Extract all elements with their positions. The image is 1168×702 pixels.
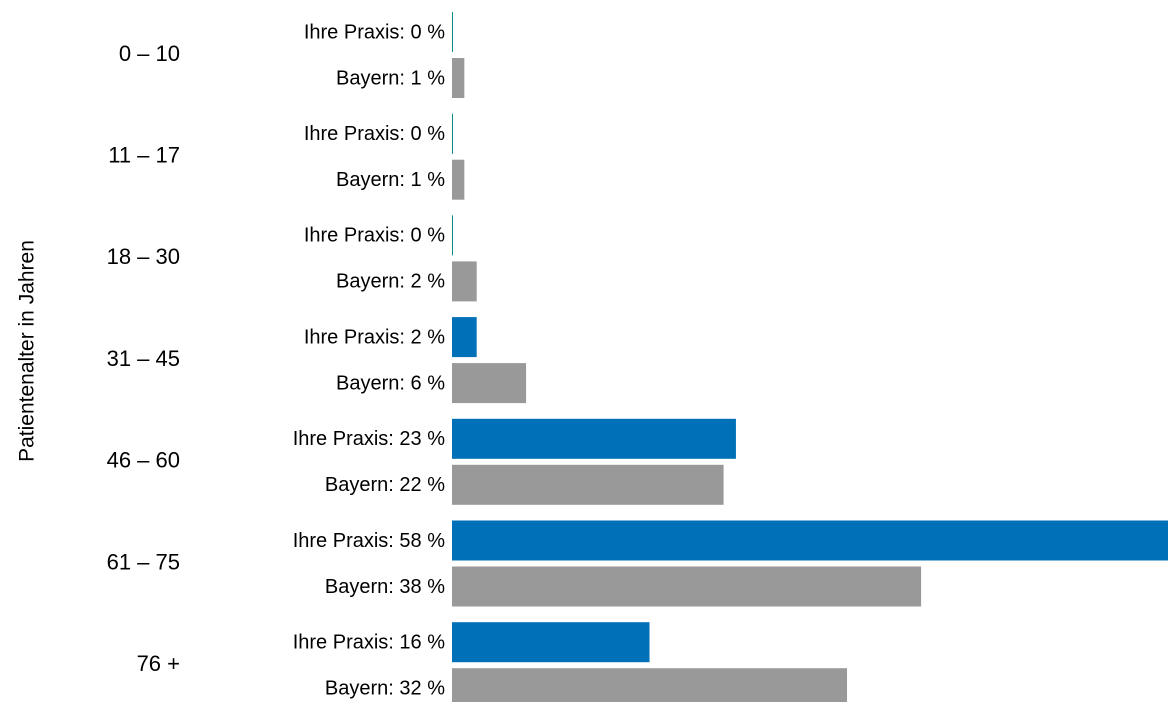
category-label: 18 – 30	[107, 244, 180, 269]
value-label: Bayern: 2 %	[336, 271, 445, 293]
category-label: 76 +	[137, 651, 180, 676]
bar	[452, 566, 922, 607]
bar	[452, 261, 477, 302]
bar	[452, 317, 477, 358]
value-label: Bayern: 1 %	[336, 169, 445, 191]
value-label: Bayern: 22 %	[325, 474, 445, 496]
value-label: Bayern: 6 %	[336, 372, 445, 394]
category-label: 11 – 17	[108, 143, 180, 168]
bar	[452, 159, 465, 200]
value-label: Bayern: 1 %	[336, 67, 445, 89]
bar	[452, 58, 465, 98]
value-label: Ihre Praxis: 0 %	[304, 123, 445, 145]
category-label: 61 – 75	[107, 549, 180, 574]
bar	[452, 520, 1168, 561]
bar	[452, 464, 724, 505]
category-label: 31 – 45	[107, 346, 180, 371]
value-label: Ihre Praxis: 16 %	[293, 631, 446, 653]
y-axis-label: Patientenalter in Jahren	[16, 240, 39, 462]
bar	[452, 363, 527, 404]
category-label: 0 – 10	[119, 41, 180, 66]
value-label: Ihre Praxis: 2 %	[304, 326, 445, 348]
bar	[452, 668, 848, 702]
bar	[452, 418, 736, 459]
value-label: Ihre Praxis: 0 %	[304, 21, 445, 43]
value-label: Bayern: 38 %	[325, 576, 445, 598]
value-label: Ihre Praxis: 0 %	[304, 225, 445, 247]
category-label: 46 – 60	[107, 448, 180, 473]
value-label: Ihre Praxis: 23 %	[293, 428, 446, 450]
value-label: Ihre Praxis: 58 %	[293, 530, 446, 552]
bar	[452, 622, 650, 663]
value-label: Bayern: 32 %	[325, 677, 445, 699]
